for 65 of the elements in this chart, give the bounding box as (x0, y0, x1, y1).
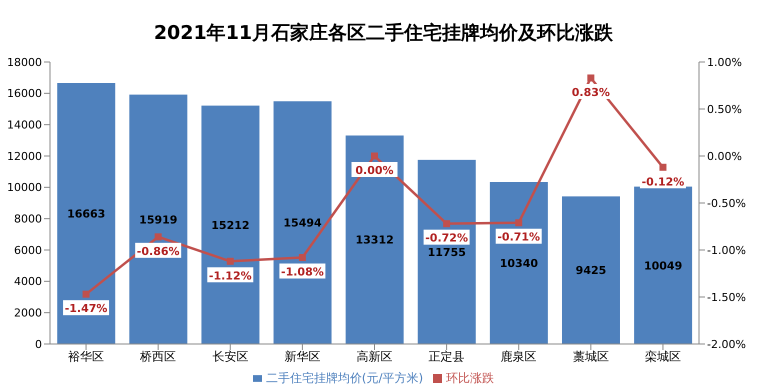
y2-tick-label: 0.50% (707, 102, 742, 116)
data-label: 10049 (644, 259, 682, 272)
bar (201, 106, 260, 344)
x-tick-label: 新华区 (284, 350, 320, 364)
bar (490, 182, 548, 344)
y-tick-label: 4000 (14, 275, 42, 288)
y-tick-label: 16000 (7, 87, 42, 100)
x-tick-label: 裕华区 (68, 350, 104, 364)
point (298, 254, 306, 262)
y-tick-label: 6000 (14, 244, 42, 257)
data-label: -0.86% (136, 244, 180, 258)
y2-tick-label: 1.00% (707, 56, 742, 69)
point (443, 220, 450, 228)
data-label: 9425 (576, 264, 606, 278)
data-label: -0.12% (642, 175, 684, 188)
data-label: 16663 (67, 207, 106, 220)
bar (562, 196, 620, 344)
point (226, 258, 234, 265)
data-label: 15919 (139, 213, 178, 226)
y-tick-label: 10000 (7, 181, 42, 194)
bar (274, 101, 332, 344)
point (371, 152, 378, 160)
point (587, 74, 594, 82)
data-label: -1.08% (281, 266, 324, 279)
data-label: 13312 (356, 234, 394, 247)
y2-tick-label: -2.00% (707, 338, 746, 351)
bar (634, 186, 692, 344)
y-tick-label: 8000 (14, 212, 42, 226)
point (659, 164, 666, 171)
data-label: -1.47% (64, 302, 108, 316)
y-tick-label: 14000 (7, 118, 42, 132)
chart-title: 2021年11月石家庄各区二手住宅挂牌均价及环比涨跌 (152, 21, 614, 46)
x-tick-label: 藁城区 (572, 350, 609, 364)
legend-label: 环比涨跌 (446, 371, 494, 385)
point (515, 219, 522, 226)
data-label: 10340 (500, 257, 538, 270)
x-tick-label: 长安区 (212, 350, 248, 364)
data-label: 0.00% (355, 164, 394, 177)
x-tick-label: 高新区 (356, 350, 392, 364)
y2-tick-label: 0.00% (707, 150, 742, 163)
data-label: -1.12% (208, 269, 252, 282)
data-label: 11755 (428, 246, 466, 259)
data-label: 0.83% (572, 86, 610, 99)
data-label: -0.71% (497, 230, 540, 244)
y-tick-label: 2000 (14, 306, 42, 320)
x-tick-label: 鹿泉区 (500, 350, 537, 364)
x-tick-label: 栾城区 (644, 350, 681, 364)
data-label: 15212 (211, 218, 250, 232)
point (154, 233, 162, 240)
bar (57, 82, 116, 344)
data-label: 15494 (283, 216, 322, 230)
x-tick-label: 正定县 (428, 350, 465, 364)
y2-tick-label: -1.00% (707, 244, 746, 257)
y2-tick-label: -0.50% (707, 196, 746, 210)
data-label: -0.72% (425, 232, 468, 245)
point (82, 290, 90, 298)
bar (129, 94, 188, 344)
legend-label: 二手住宅挂牌均价(元/平方米) (266, 371, 424, 385)
bar (418, 160, 476, 344)
x-tick-label: 桥西区 (139, 350, 176, 364)
bar (346, 135, 404, 344)
y-tick-label: 12000 (7, 150, 42, 163)
y-tick-label: 0 (35, 338, 42, 351)
y-tick-label: 18000 (7, 56, 42, 69)
y2-tick-label: -1.50% (707, 290, 746, 304)
